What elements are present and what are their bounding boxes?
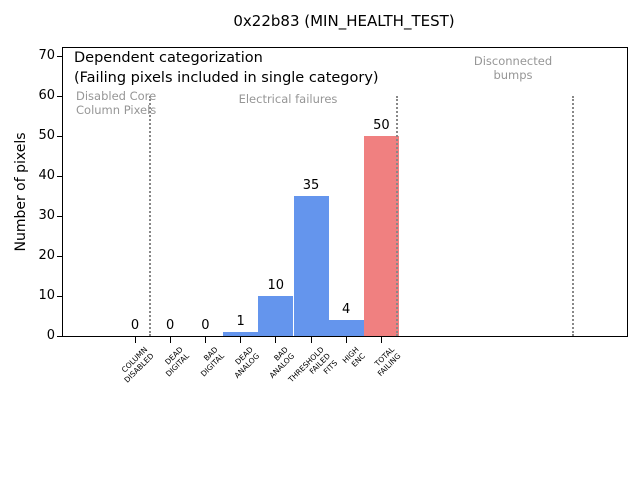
y-tick-mark [57, 95, 63, 97]
x-tick-mark [310, 337, 312, 343]
bar-dead-analog [223, 332, 259, 336]
reference-vline [572, 96, 574, 336]
bar-value-label: 4 [342, 302, 351, 317]
x-tick-label: THRESHOLD FAILED FITS [286, 345, 339, 385]
annotation-text: (Failing pixels included in single categ… [74, 70, 379, 86]
bar-value-label: 1 [236, 314, 245, 329]
bar-value-label: 0 [166, 318, 175, 333]
y-tick-mark [57, 55, 63, 57]
bar-value-label: 10 [267, 278, 285, 293]
x-tick-label: BAD DIGITAL [199, 345, 227, 379]
x-tick-label: TOTAL FAILING [372, 345, 403, 379]
x-tick-label: DEAD DIGITAL [163, 345, 192, 379]
x-tick-mark [275, 337, 277, 343]
bar-value-label: 0 [130, 318, 140, 333]
y-tick-label: 30 [38, 208, 55, 223]
bar-value-label: 35 [302, 178, 320, 193]
y-tick-label: 0 [46, 328, 55, 343]
reference-vline [396, 96, 398, 336]
bar-value-label: 0 [201, 318, 210, 333]
x-tick-mark [204, 337, 206, 343]
bar-high-enc [328, 320, 364, 336]
bar-bad-analog [258, 296, 294, 336]
y-tick-mark [57, 335, 63, 337]
y-tick-label: 40 [38, 168, 55, 183]
y-tick-mark [57, 215, 63, 217]
y-tick-label: 20 [38, 248, 55, 263]
x-tick-label: HIGH ENC [340, 345, 368, 370]
x-tick-mark [169, 337, 171, 343]
x-tick-mark [345, 337, 347, 343]
y-tick-mark [57, 255, 63, 257]
chart-title: 0x22b83 (MIN_HEALTH_TEST) [233, 12, 455, 30]
y-tick-mark [57, 175, 63, 177]
x-tick-mark [380, 337, 382, 343]
y-tick-label: 10 [38, 288, 55, 303]
x-tick-mark [134, 337, 136, 343]
plot-area: 0 10 20 30 40 50 60 70 0 COLUMN DISABLED 0 DEAD DIG… [38, 47, 628, 385]
x-tick-mark [240, 337, 242, 343]
annotation-text: Disabled Core Column Pixels [76, 89, 157, 118]
x-tick-label: DEAD ANALOG [232, 345, 262, 381]
annotation-text: Dependent categorization [74, 50, 263, 66]
reference-vline [149, 96, 151, 336]
x-tick-label: COLUMN DISABLED [119, 345, 156, 385]
y-tick-mark [57, 295, 63, 297]
bar-value-label: 50 [373, 118, 390, 133]
y-tick-label: 50 [38, 128, 55, 143]
bar-total-failing [363, 136, 399, 336]
y-tick-label: 60 [38, 88, 55, 103]
y-tick-mark [57, 135, 63, 137]
annotation-text: Disconnected bumps [473, 54, 553, 83]
annotation-text: Electrical failures [238, 92, 338, 106]
bar-threshold-failed-fits [293, 196, 329, 336]
y-tick-label: 70 [38, 48, 55, 63]
